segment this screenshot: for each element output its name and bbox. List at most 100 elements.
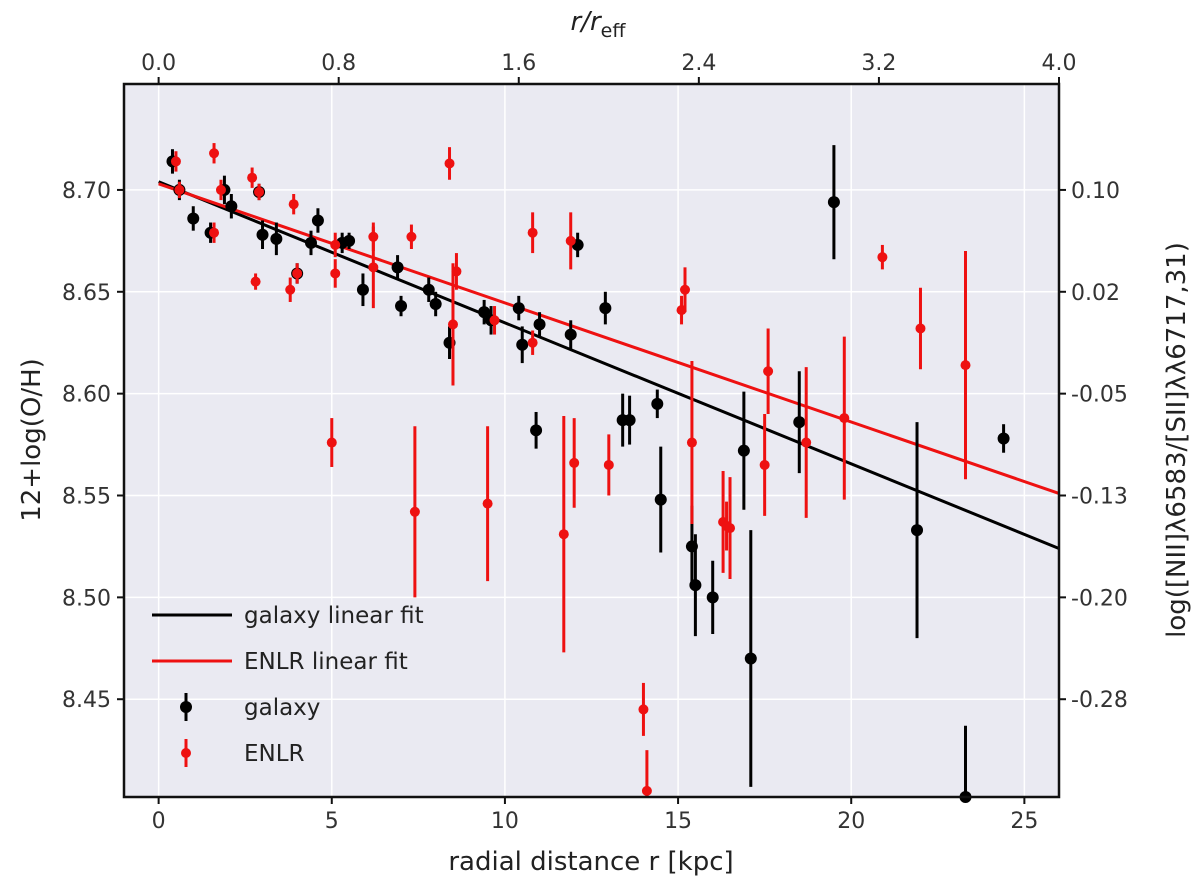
enlr-data-point [292,263,303,284]
galaxy-marker [343,234,356,247]
top-x-tick-label: 4.0 [1042,51,1077,76]
galaxy-data-point [706,560,719,635]
galaxy-marker [270,232,283,245]
enlr-data-point [451,253,462,290]
enlr-data-point [527,212,538,254]
enlr-marker [209,227,220,238]
legend-label-galaxy-fit: galaxy linear fit [244,603,424,629]
galaxy-marker [793,416,806,429]
right-y-tick-label: -0.13 [1071,485,1128,510]
galaxy-marker [744,652,757,665]
enlr-data-point [763,328,774,415]
galaxy-data-point [793,371,806,474]
enlr-marker [174,184,185,195]
galaxy-data-point [654,446,667,553]
galaxy-data-point [311,208,324,233]
y-tick-label: 8.65 [62,281,111,306]
enlr-data-point [368,226,379,309]
enlr-marker [409,506,420,517]
right-y-tick-label: 0.10 [1071,179,1120,204]
enlr-marker [603,459,614,470]
galaxy-data-point [623,395,636,445]
enlr-data-point [288,194,299,215]
legend-swatch-galaxy [180,693,192,721]
enlr-data-point [638,682,649,736]
galaxy-data-point [343,232,356,250]
enlr-marker [292,268,303,279]
galaxy-data-point [516,326,529,364]
enlr-marker [641,785,652,796]
legend: galaxy linear fit ENLR linear fit galaxy… [152,603,424,767]
legend-label-enlr: ENLR [244,741,305,767]
galaxy-data-point [187,206,200,231]
enlr-data-point [447,263,458,386]
galaxy-data-point [997,424,1010,453]
enlr-data-point [247,167,258,188]
galaxy-data-point [689,534,702,637]
enlr-marker [368,262,379,273]
galaxy-data-point [911,422,924,639]
y-tick-label: 8.55 [62,485,111,510]
galaxy-marker [305,236,317,249]
enlr-marker [527,227,538,238]
enlr-data-point [330,232,341,258]
right-y-tick-label: -0.05 [1071,383,1128,408]
y-tick-label: 8.70 [62,179,111,204]
enlr-data-point [565,212,576,270]
enlr-data-point [915,287,926,370]
y-axis-label: 12+log(O/H) [17,358,47,522]
enlr-marker [680,284,690,295]
x-tick-label: 25 [1010,809,1038,834]
enlr-data-point [686,361,697,525]
galaxy-marker [429,298,442,311]
enlr-data-point [759,414,770,516]
enlr-marker [250,276,261,287]
galaxy-data-point [530,411,543,449]
enlr-marker [170,156,181,167]
enlr-marker [406,231,417,242]
enlr-marker [763,366,774,377]
right-y-tick-label: 0.02 [1071,281,1120,306]
enlr-data-point [170,151,181,172]
enlr-data-point [877,244,888,270]
galaxy-data-point [744,530,757,787]
top-x-tick-label: 1.6 [501,51,536,76]
enlr-data-point [527,330,538,355]
legend-label-enlr-fit: ENLR linear fit [244,649,408,675]
enlr-data-point [558,416,569,653]
enlr-marker [489,315,500,326]
galaxy-data-point [422,277,435,302]
enlr-marker [254,186,265,197]
galaxy-marker [356,283,369,296]
top-x-tick-label: 3.2 [861,51,896,76]
galaxy-marker [225,200,238,213]
x-tick-label: 10 [491,809,519,834]
legend-swatch-enlr [181,739,191,767]
galaxy-data-point [564,320,577,349]
galaxy-data-point [478,299,491,325]
x-tick-label: 5 [325,809,339,834]
enlr-data-point [839,336,850,500]
enlr-marker [801,437,812,448]
galaxy-marker [478,306,491,319]
enlr-marker [960,360,971,371]
enlr-data-point [330,259,341,288]
galaxy-data-point [225,194,238,219]
galaxy-marker [737,444,750,457]
enlr-data-point [209,222,220,243]
enlr-marker [915,323,926,334]
top-x-tick-label: 2.4 [681,51,716,76]
top-x-tick-label: 0.8 [321,51,356,76]
y-tick-label: 8.60 [62,383,111,408]
enlr-marker [482,498,493,509]
galaxy-marker [187,212,200,225]
galaxy-data-point [599,291,612,325]
enlr-data-point [482,426,493,582]
galaxy-marker [395,300,408,313]
plot-frame [122,82,1061,799]
enlr-data-point [409,426,420,598]
galaxy-data-point [270,222,283,256]
y-tick-label: 8.50 [62,586,111,611]
enlr-data-point [174,181,185,199]
galaxy-marker [654,493,667,506]
